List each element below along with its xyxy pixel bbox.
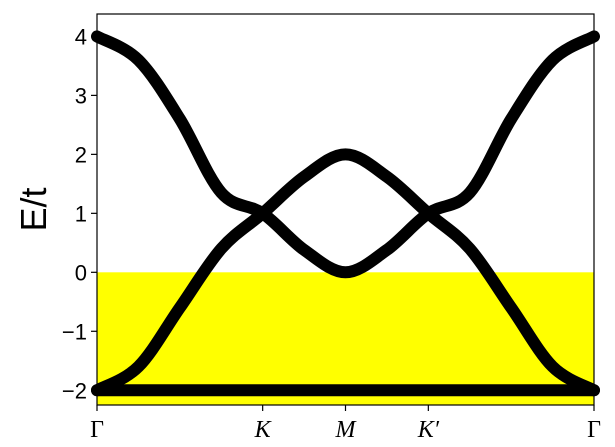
- y-axis-ticks: −2 −1 0 1 2 3 4: [62, 24, 97, 403]
- fermi-sea-fill: [97, 272, 594, 405]
- x-tick-label: K: [254, 417, 273, 443]
- band-line-1: [91, 30, 600, 279]
- y-tick-label: 4: [75, 24, 87, 49]
- x-tick-label: Γ: [90, 417, 104, 443]
- y-tick-label: −1: [62, 319, 87, 344]
- x-tick-label: Γ: [587, 417, 601, 443]
- y-tick-label: −2: [62, 378, 87, 403]
- y-tick-label: 3: [75, 83, 87, 108]
- y-tick-label: 2: [75, 142, 87, 167]
- band-line-2: [91, 148, 600, 397]
- x-tick-label: M: [335, 417, 358, 443]
- y-tick-label: 1: [75, 201, 87, 226]
- x-tick-label: K′: [417, 417, 440, 443]
- x-axis-ticks: Γ K M K′ Γ: [90, 405, 601, 443]
- y-tick-label: 0: [75, 260, 87, 285]
- band-curves: [91, 30, 600, 397]
- y-axis-label: E/t: [13, 187, 54, 231]
